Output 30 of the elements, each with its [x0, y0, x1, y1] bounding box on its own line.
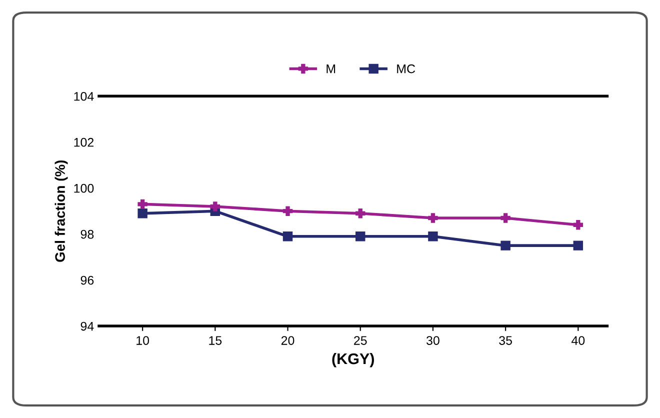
y-axis-title: Gel fraction (%)	[54, 160, 68, 262]
x-tick-label: 30	[426, 336, 440, 345]
point	[282, 232, 293, 242]
y-tick-label: 94	[80, 322, 94, 331]
point	[356, 208, 366, 218]
x-tick-label: 20	[281, 336, 294, 345]
x-tick-label: 40	[571, 336, 585, 345]
point	[138, 208, 148, 218]
x-tick-label: 25	[354, 336, 367, 345]
x-tick-label: 10	[136, 336, 150, 345]
y-tick-label: 104	[74, 92, 94, 101]
point	[282, 206, 293, 216]
x-axis-title: (KGY)	[332, 352, 374, 368]
point	[210, 202, 220, 212]
point	[573, 220, 584, 230]
legend-label: M	[326, 64, 336, 74]
point	[428, 213, 438, 223]
point	[138, 199, 148, 210]
point	[500, 213, 510, 223]
point	[500, 240, 510, 250]
point	[428, 232, 438, 242]
x-tick-label: 35	[499, 336, 512, 345]
point	[573, 240, 584, 250]
legend-label: MC	[397, 64, 416, 74]
y-tick-label: 100	[74, 184, 94, 193]
y-tick-label: 98	[80, 230, 94, 239]
y-tick-label: 102	[74, 138, 94, 147]
point	[356, 232, 366, 242]
y-tick-label: 96	[80, 276, 94, 285]
x-tick-label: 15	[209, 336, 222, 345]
